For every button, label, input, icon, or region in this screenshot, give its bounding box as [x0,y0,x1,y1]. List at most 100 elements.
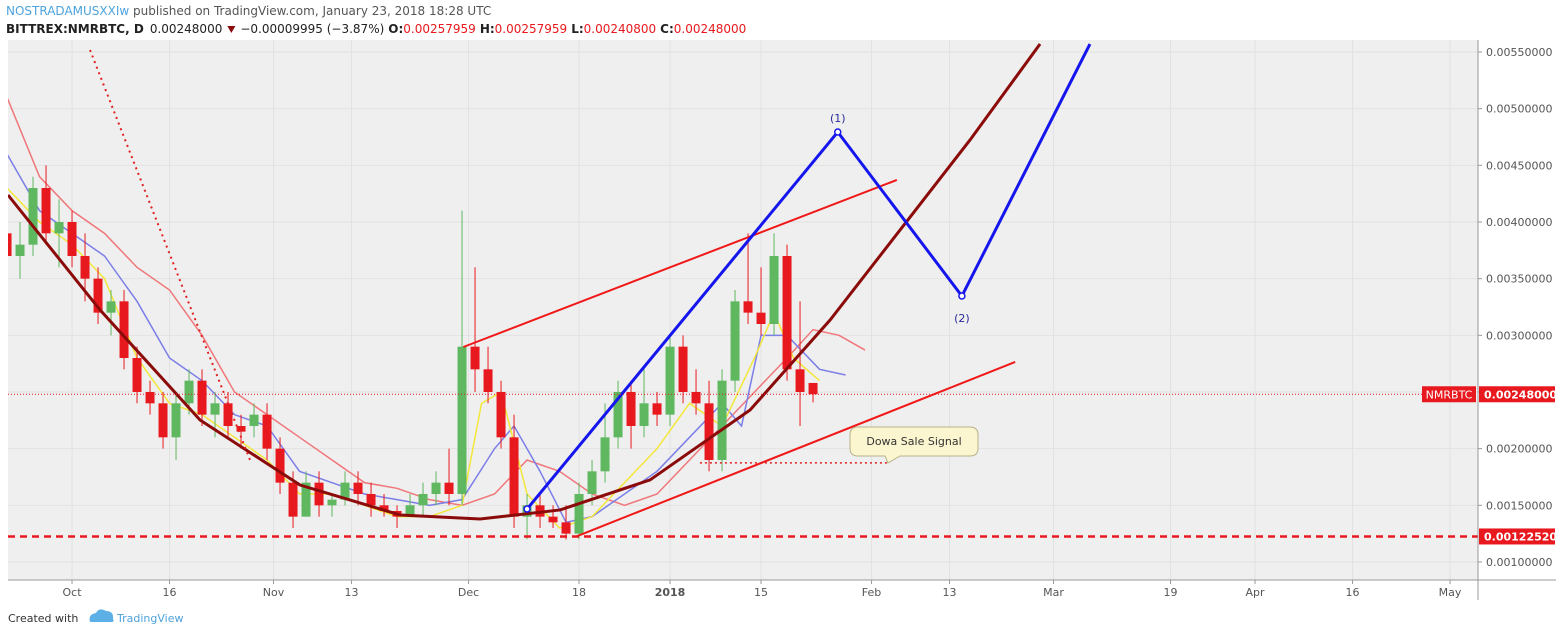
candle-body [743,301,753,313]
footer-brand[interactable]: TradingView [116,612,183,625]
symbol-label: NMRBTC [1426,388,1473,401]
candle-body [275,448,285,483]
candle-body [93,278,103,313]
candle-body [249,414,259,426]
y-tick-label: 0.00450000 [1486,159,1552,172]
axes: 0.001000000.001500000.002000000.00250000… [63,46,1556,599]
candle-body [808,382,818,395]
candle-body [366,493,376,506]
wave-point [833,128,842,136]
x-tick-label: 15 [754,586,768,599]
low-label: L: [571,22,583,36]
x-tick-label: Mar [1043,586,1064,599]
candle-body [80,256,90,279]
candle-body [236,425,246,432]
candle-body [288,482,298,517]
channel-lower [574,361,1016,538]
candle-body [756,312,766,324]
author: NOSTRADAMUSXXIw [6,4,129,18]
x-tick-label: Oct [63,586,83,599]
candle-body [301,482,311,517]
candle-body [587,471,597,494]
y-tick-label: 0.00200000 [1486,443,1552,456]
candle-body [509,437,519,517]
candle-body [561,522,571,534]
header-line-1: NOSTRADAMUSXXIw published on TradingView… [6,4,491,18]
last-price-label: 0.00248000 [1484,388,1556,401]
grid [8,40,1478,580]
x-tick-label: 2018 [655,586,686,599]
candle-body [444,482,454,494]
open-label: O: [388,22,403,36]
candle-body [379,505,389,511]
candle-body [67,222,77,256]
candle-body [496,391,506,438]
y-tick-label: 0.00500000 [1486,103,1552,116]
close-label: C: [660,22,674,36]
x-tick-label: Apr [1246,586,1266,599]
x-tick-label: Nov [263,586,285,599]
callout-box [849,426,979,464]
candle-body [314,482,324,506]
candle-body [15,244,25,256]
support-price-box [1479,528,1555,545]
y-tick-label: 0.00150000 [1486,499,1552,512]
callout-text: Dowa Sale Signal [866,435,961,448]
candle-body [730,301,740,381]
candle-body [691,391,701,404]
candle-body [28,188,38,245]
candle-body [613,391,623,438]
candle-body [405,505,415,517]
callout: Dowa Sale Signal [849,426,979,464]
x-tick-label: 13 [345,586,359,599]
x-tick-label: 16 [163,586,177,599]
dotted-trend [89,49,251,461]
close: 0.00248000 [674,22,747,36]
plot-area [8,40,1478,580]
candle-body [158,403,168,438]
candle-body [353,482,363,494]
candle-body [262,414,272,449]
candle-body [171,403,181,438]
candle-body [652,403,662,415]
candle-body [704,403,714,460]
wave-label: (1) [830,112,846,125]
x-tick-label: Feb [862,586,881,599]
down-arrow-icon [227,26,236,33]
x-tick-label: 13 [943,586,957,599]
candle-body [483,369,493,392]
candle-body [548,516,558,523]
candle-body [41,188,51,234]
candle-body [210,403,220,415]
candle-body [184,380,194,404]
wave-label: (2) [954,312,970,325]
candle-body [717,380,727,460]
rounding-curve [8,43,1042,521]
candle-body [340,482,350,500]
symbol-box [1422,386,1476,403]
candle-body [119,301,129,358]
x-tick-label: 16 [1346,586,1360,599]
candle-body [223,403,233,426]
high: 0.00257959 [495,22,568,36]
candle-body [574,493,584,534]
support-price-label: 0.00122520 [1484,530,1556,543]
candle-body [106,301,116,313]
open: 0.00257959 [403,22,476,36]
wave-point [958,292,966,300]
candle-body [678,346,688,392]
candle-body [769,256,779,324]
x-tick-label: Dec [458,586,479,599]
change: −0.00009995 (−3.87%) [240,22,384,36]
x-tick-label: 19 [1164,586,1178,599]
candle-body [197,380,207,415]
candle-body [431,482,441,494]
last-price-box [1479,386,1555,403]
published: published on TradingView.com, January 23… [129,4,491,18]
candle-body [665,346,675,415]
tradingview-logo [89,609,114,622]
candle-body [132,357,142,392]
plot [8,43,1478,540]
